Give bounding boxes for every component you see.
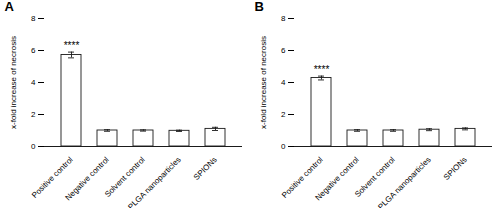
svg-text:PLGA nanoparticles: PLGA nanoparticles (376, 155, 432, 208)
svg-text:8: 8 (31, 14, 36, 23)
svg-text:2: 2 (31, 110, 36, 119)
svg-text:Positive control: Positive control (30, 155, 75, 200)
svg-text:x-fold increase of necrosis: x-fold increase of necrosis (259, 36, 268, 129)
svg-text:Solvent control: Solvent control (102, 155, 147, 199)
svg-text:B: B (255, 0, 264, 14)
svg-text:A: A (5, 0, 15, 14)
svg-text:****: **** (314, 64, 330, 75)
svg-text:PLGA nanoparticles: PLGA nanoparticles (126, 155, 182, 208)
svg-text:6: 6 (281, 46, 286, 55)
svg-text:8: 8 (281, 14, 286, 23)
svg-text:SPIONs: SPIONs (442, 155, 469, 182)
svg-text:0: 0 (31, 142, 36, 151)
svg-text:SPIONs: SPIONs (192, 155, 219, 182)
svg-text:Negative control: Negative control (313, 155, 360, 202)
svg-text:4: 4 (281, 78, 286, 87)
svg-text:0: 0 (281, 142, 286, 151)
svg-text:2: 2 (281, 110, 286, 119)
svg-text:4: 4 (31, 78, 36, 87)
svg-text:Solvent control: Solvent control (352, 155, 397, 199)
svg-text:6: 6 (31, 46, 36, 55)
svg-text:x-fold increase of necrosis: x-fold increase of necrosis (9, 36, 18, 129)
svg-text:****: **** (64, 40, 80, 51)
svg-text:Negative control: Negative control (63, 155, 110, 202)
svg-text:Positive control: Positive control (280, 155, 325, 200)
